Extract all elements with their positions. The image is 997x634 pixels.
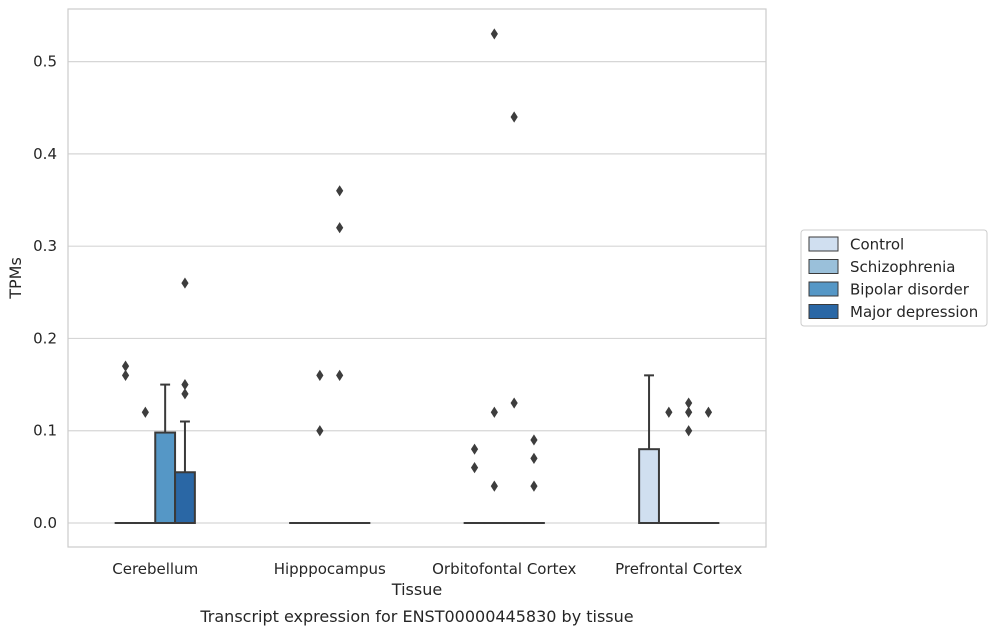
boxes-layer [114,374,720,525]
outlier-point [316,369,324,381]
outlier-point [470,462,479,474]
outlier-point [470,443,479,455]
outlier-point [336,222,344,234]
chart-caption: Transcript expression for ENST0000044583… [199,607,633,626]
x-tick-label: Hipppocampus [274,560,386,578]
legend-swatch [808,259,839,274]
y-tick-label: 0.4 [33,145,57,163]
legend-swatch [808,281,839,297]
y-tick-label: 0.0 [33,514,57,532]
box [638,448,660,525]
box [154,431,177,525]
outlier-point [530,452,538,465]
y-tick-label: 0.2 [33,329,57,347]
outlier-point [530,434,538,446]
x-tick-labels: Cerebellum Hipppocampus Orbitofontal Corte… [112,560,742,578]
outliers-layer [121,28,713,492]
legend: Control Schizophrenia Bipolar disorder Majo… [800,229,988,327]
x-tick-label: Orbitofontal Cortex [432,560,576,578]
x-axis-label: Tissue [391,580,442,599]
outlier-point [181,388,189,400]
outlier-point [530,480,538,492]
outlier-point [336,369,344,381]
y-tick-labels: 0.0 0.1 0.2 0.3 0.4 0.5 [33,53,57,532]
outlier-point [181,277,189,289]
legend-label: Major depression [850,303,978,321]
legend-label: Control [850,236,904,254]
legend-frame [800,229,988,327]
y-axis-label: TPMs [6,257,25,300]
plot-frame [67,8,767,548]
outlier-point [665,406,673,418]
outlier-point [336,185,344,197]
legend-label: Schizophrenia [850,258,955,276]
x-tick-label: Cerebellum [112,560,198,578]
outlier-point [685,425,693,437]
y-tick-label: 0.3 [33,237,57,255]
outlier-point [490,28,498,40]
legend-swatch [808,236,839,252]
box [174,471,196,525]
outlier-point [316,425,324,437]
outlier-point [510,397,518,409]
outlier-point [685,406,693,418]
legend-label: Bipolar disorder [850,281,970,299]
outlier-point [490,406,498,418]
y-tick-label: 0.1 [33,422,57,440]
outlier-point [704,406,713,418]
outlier-point [510,111,518,123]
outlier-point [121,360,130,372]
y-tick-label: 0.5 [33,53,57,71]
x-tick-label: Prefrontal Cortex [615,560,742,578]
outlier-point [685,397,693,409]
outlier-point [121,369,130,381]
legend-swatch [808,304,839,319]
outlier-point [181,378,189,391]
outlier-point [141,406,149,418]
outlier-point [490,480,498,492]
